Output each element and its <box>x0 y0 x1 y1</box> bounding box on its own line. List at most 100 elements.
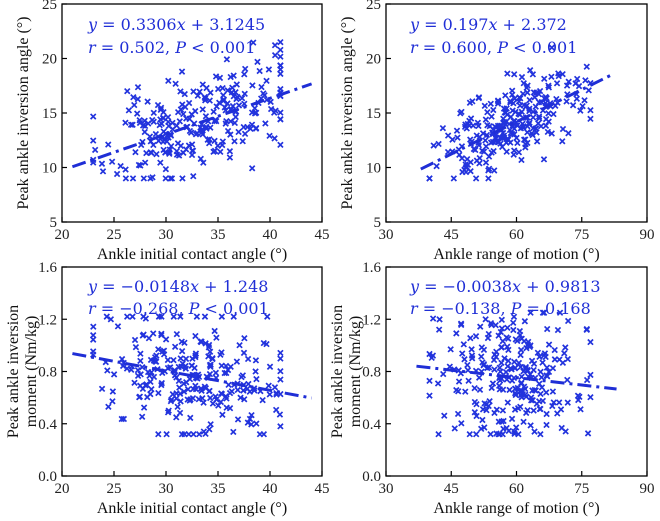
x-tick-label: 40 <box>263 481 278 497</box>
data-point <box>473 412 480 420</box>
data-point <box>122 175 130 182</box>
data-point <box>495 382 503 390</box>
data-point <box>493 348 500 355</box>
data-point <box>219 84 226 92</box>
data-point <box>247 125 254 133</box>
data-point <box>200 399 207 406</box>
data-point <box>148 369 155 376</box>
data-point <box>540 156 548 163</box>
data-point <box>177 313 184 320</box>
data-point <box>190 173 197 180</box>
data-point <box>158 313 165 320</box>
data-point <box>212 369 220 377</box>
data-point <box>576 393 583 401</box>
data-point <box>475 94 483 101</box>
data-point <box>205 341 213 349</box>
data-point <box>212 116 219 124</box>
data-point <box>233 358 241 365</box>
data-point <box>482 316 489 323</box>
data-point <box>240 123 247 131</box>
data-point <box>176 118 183 125</box>
data-point <box>582 77 589 84</box>
data-point <box>503 148 510 155</box>
data-point <box>206 97 213 104</box>
data-point <box>499 407 507 414</box>
data-point <box>99 168 107 175</box>
data-point <box>533 138 541 145</box>
data-point <box>251 105 258 112</box>
data-point <box>123 313 131 320</box>
data-point <box>216 74 224 82</box>
data-point <box>105 141 112 148</box>
data-point <box>450 175 458 182</box>
data-point <box>146 372 153 380</box>
data-point <box>498 316 506 324</box>
scatter-points <box>426 309 594 438</box>
data-point <box>508 377 516 384</box>
regression-line <box>72 352 312 400</box>
y-tick-label: 25 <box>366 0 381 13</box>
data-point <box>150 373 158 381</box>
data-point <box>140 404 148 411</box>
data-point <box>141 159 149 166</box>
data-point <box>238 95 246 102</box>
data-point <box>522 365 529 373</box>
regression-line <box>71 82 313 169</box>
data-point <box>210 148 217 155</box>
correlation-stats: r = 0.502, P < 0.001 <box>88 38 255 57</box>
data-point <box>236 342 243 349</box>
data-point <box>473 401 480 408</box>
data-point <box>487 100 494 108</box>
data-point <box>206 394 214 402</box>
data-point <box>510 326 517 334</box>
data-point <box>479 147 486 155</box>
data-point <box>527 397 535 404</box>
data-point <box>562 428 569 435</box>
data-point <box>522 144 529 151</box>
data-point <box>162 175 169 182</box>
data-point <box>501 109 508 116</box>
data-point <box>214 85 222 93</box>
data-point <box>136 119 144 127</box>
data-point <box>189 147 197 154</box>
data-point <box>216 99 223 106</box>
data-point <box>462 161 469 168</box>
regression-equation: y = −0.0148x + 1.248 <box>87 277 268 296</box>
data-point <box>509 107 516 114</box>
data-point <box>550 110 557 118</box>
data-point <box>177 142 185 150</box>
data-point <box>241 71 248 78</box>
data-point <box>518 379 525 386</box>
data-point <box>226 148 234 155</box>
data-point <box>466 99 474 106</box>
data-point <box>439 124 447 132</box>
data-point <box>107 316 115 323</box>
data-point <box>177 398 184 405</box>
data-point <box>543 410 550 418</box>
data-point <box>212 73 220 80</box>
data-point <box>147 378 154 386</box>
data-point <box>500 417 507 425</box>
data-point <box>544 128 552 136</box>
data-point <box>545 82 552 89</box>
data-point <box>114 323 122 330</box>
data-point <box>451 425 458 432</box>
data-point <box>185 430 192 438</box>
data-point <box>138 413 146 420</box>
data-point <box>529 114 537 121</box>
data-point <box>559 359 567 367</box>
data-point <box>502 92 509 99</box>
data-point <box>517 363 524 371</box>
data-point <box>212 393 219 400</box>
data-point <box>222 393 229 400</box>
data-point <box>575 82 583 90</box>
data-point <box>271 384 279 391</box>
data-point <box>491 366 498 373</box>
data-point <box>139 332 147 339</box>
data-point <box>520 124 527 131</box>
data-point <box>167 142 175 150</box>
data-point <box>133 110 141 117</box>
data-point <box>536 115 543 122</box>
data-point <box>545 84 553 91</box>
data-point <box>490 147 497 155</box>
